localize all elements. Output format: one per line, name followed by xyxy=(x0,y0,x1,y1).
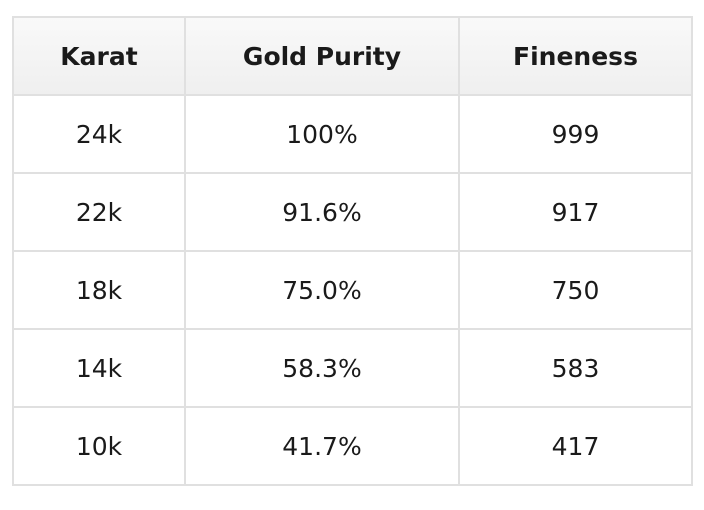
table-row: 10k 41.7% 417 xyxy=(12,406,693,486)
table-body: 24k 100% 999 22k 91.6% 917 18k 75.0% 750… xyxy=(12,94,693,486)
gold-purity-table-container: Karat Gold Purity Fineness 24k 100% 999 … xyxy=(12,16,693,486)
cell-gold-purity: 75.0% xyxy=(184,250,460,330)
table-row: 24k 100% 999 xyxy=(12,94,693,174)
header-fineness: Fineness xyxy=(458,16,693,96)
table-row: 22k 91.6% 917 xyxy=(12,172,693,252)
cell-fineness: 417 xyxy=(458,406,693,486)
table-row: 18k 75.0% 750 xyxy=(12,250,693,330)
table-header: Karat Gold Purity Fineness xyxy=(12,16,693,96)
cell-gold-purity: 100% xyxy=(184,94,460,174)
cell-karat: 10k xyxy=(12,406,186,486)
cell-gold-purity: 41.7% xyxy=(184,406,460,486)
cell-fineness: 999 xyxy=(458,94,693,174)
cell-karat: 18k xyxy=(12,250,186,330)
cell-karat: 22k xyxy=(12,172,186,252)
table-row: 14k 58.3% 583 xyxy=(12,328,693,408)
gold-purity-table: Karat Gold Purity Fineness 24k 100% 999 … xyxy=(12,16,693,486)
cell-karat: 24k xyxy=(12,94,186,174)
header-karat: Karat xyxy=(12,16,186,96)
cell-gold-purity: 91.6% xyxy=(184,172,460,252)
header-row: Karat Gold Purity Fineness xyxy=(12,16,693,96)
cell-fineness: 917 xyxy=(458,172,693,252)
cell-fineness: 750 xyxy=(458,250,693,330)
cell-karat: 14k xyxy=(12,328,186,408)
cell-gold-purity: 58.3% xyxy=(184,328,460,408)
header-gold-purity: Gold Purity xyxy=(184,16,460,96)
cell-fineness: 583 xyxy=(458,328,693,408)
